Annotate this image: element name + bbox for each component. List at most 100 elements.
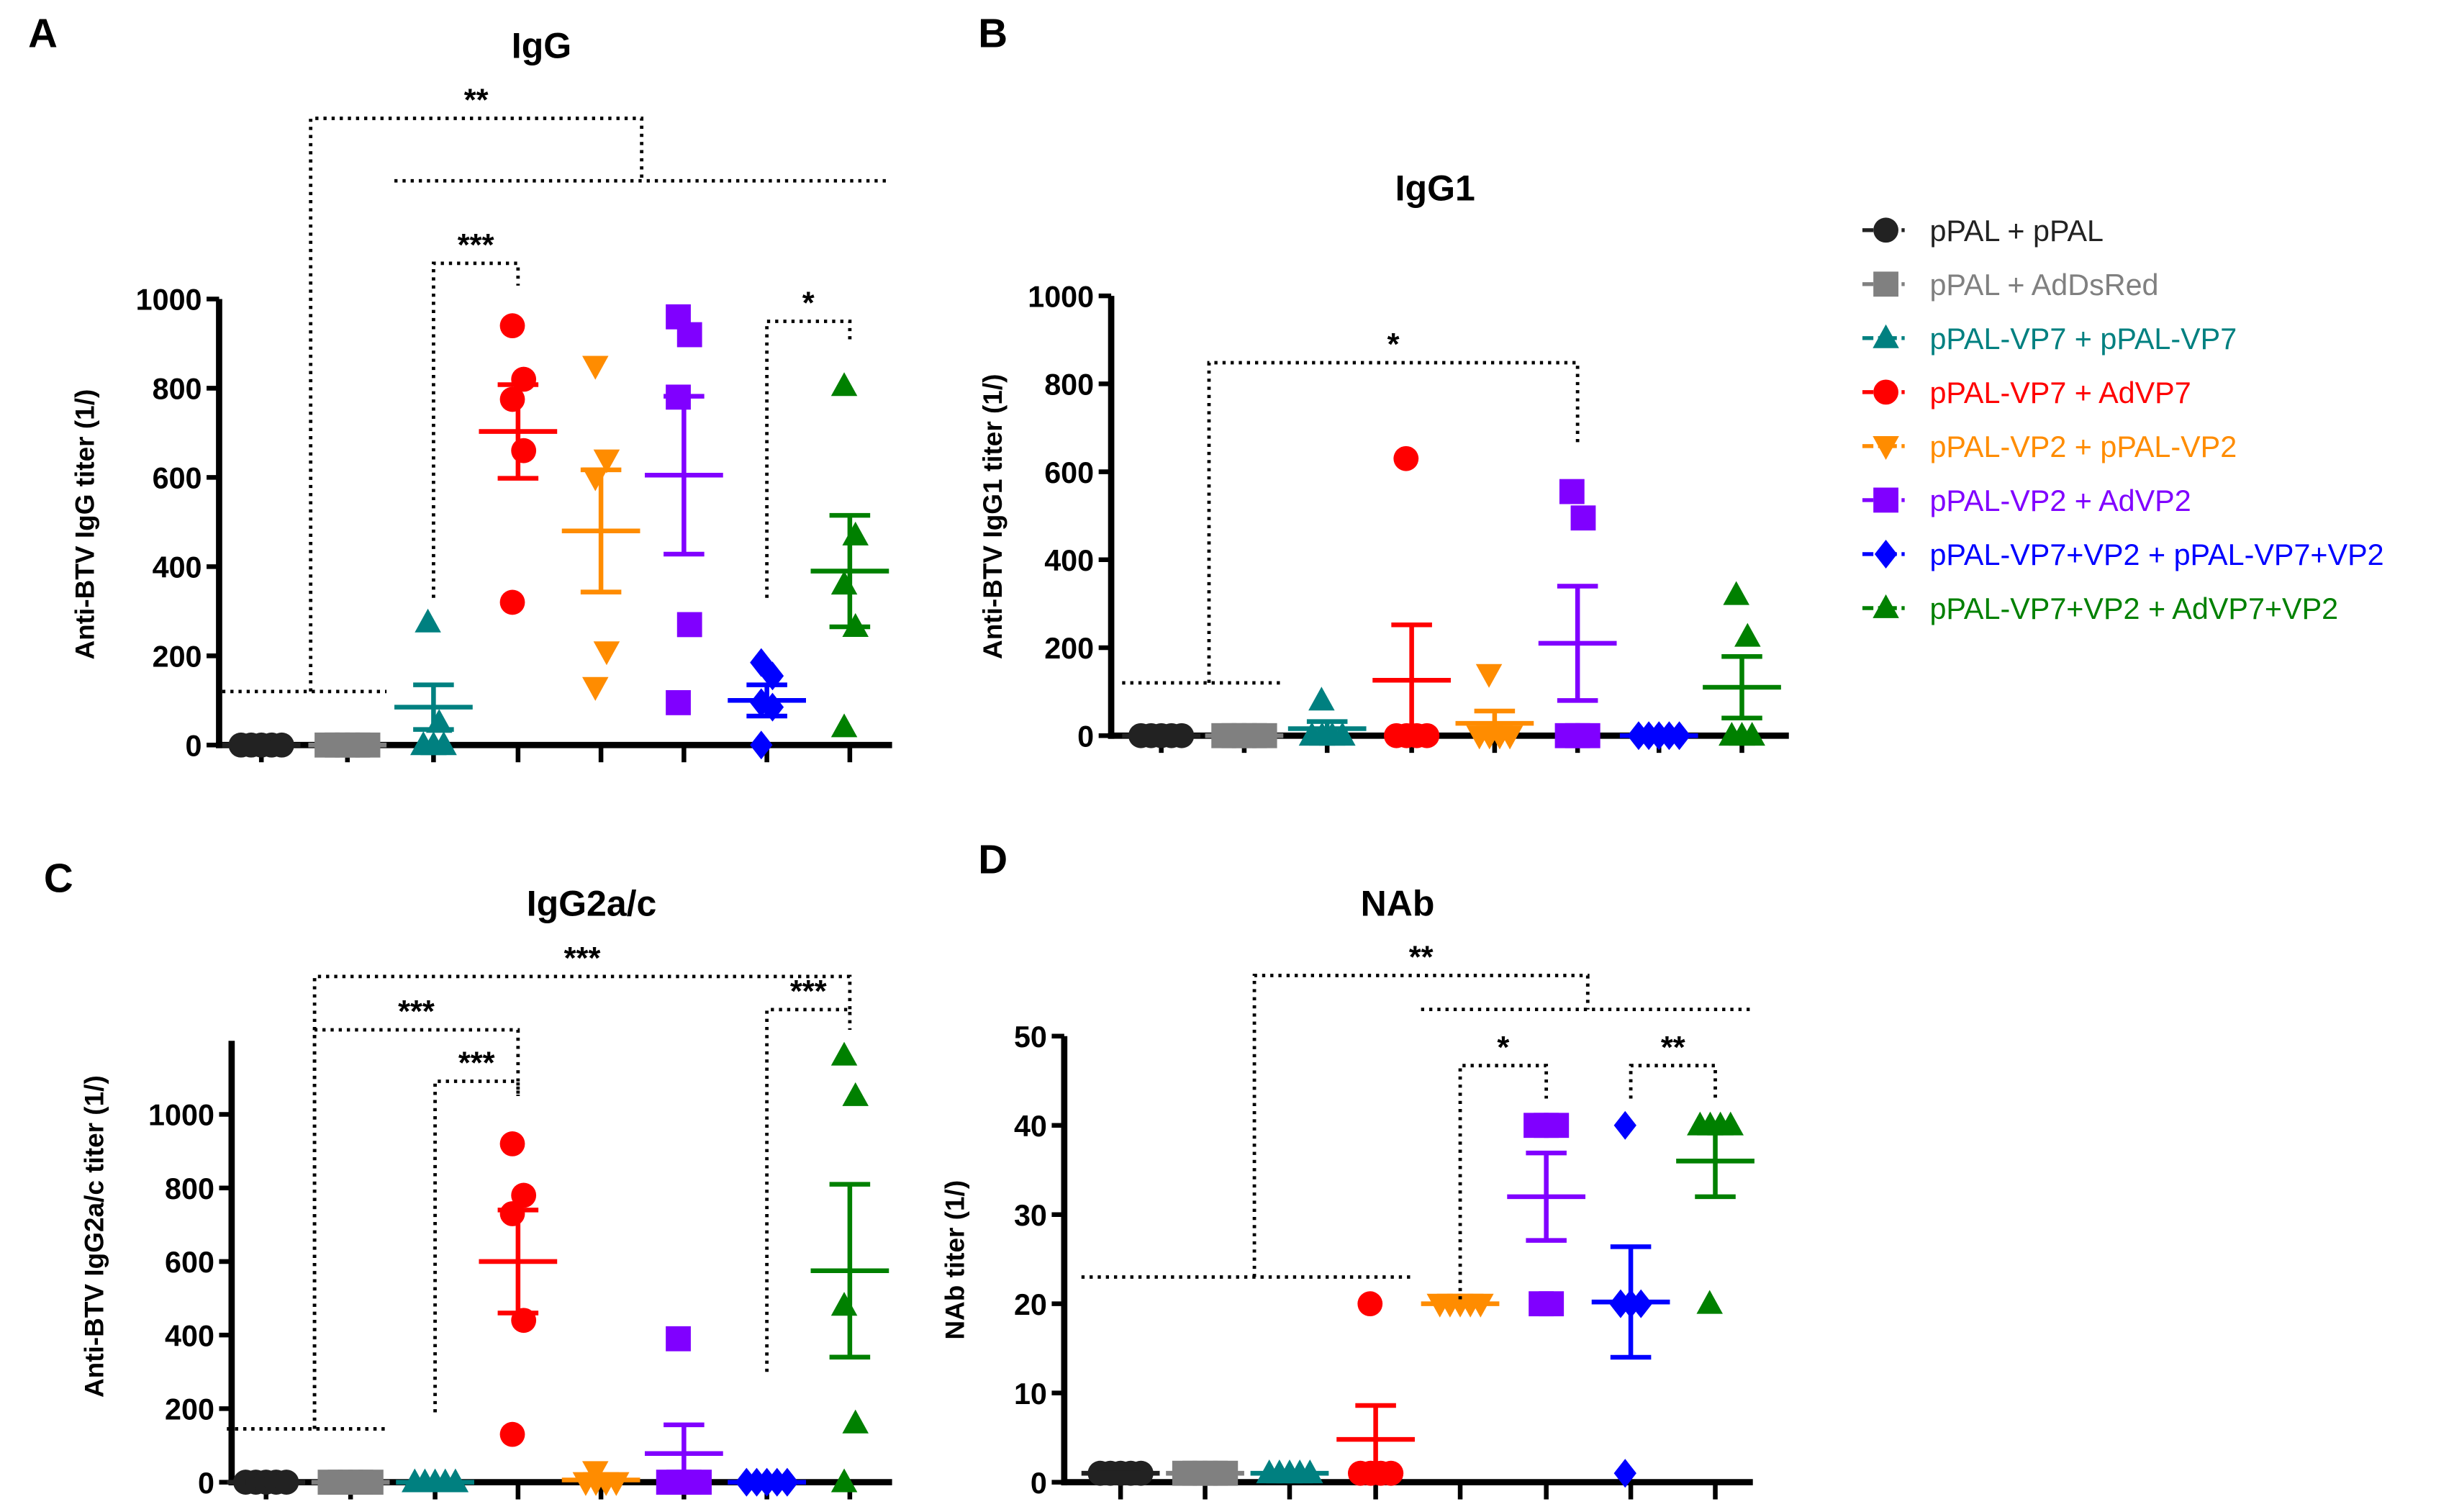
group-4 bbox=[479, 1131, 558, 1447]
chart-title: IgG bbox=[512, 26, 571, 66]
point-triangle-down bbox=[1873, 435, 1899, 461]
point-triangle-up bbox=[830, 1292, 858, 1316]
bracket-line bbox=[432, 261, 520, 598]
legend-item: pPAL + pPAL bbox=[1862, 214, 2104, 248]
group-3 bbox=[1287, 687, 1367, 746]
significance-label: ** bbox=[1409, 941, 1434, 975]
significance-bracket: ** bbox=[1629, 1031, 1717, 1099]
group-5 bbox=[561, 356, 640, 701]
y-tick-label: 1000 bbox=[136, 284, 202, 317]
point-square bbox=[1873, 487, 1898, 513]
group-3 bbox=[394, 608, 473, 756]
y-tick-label: 10 bbox=[1014, 1377, 1047, 1411]
significance-bracket: ** bbox=[222, 83, 889, 694]
legend-label: pPAL-VP7 + pPAL-VP7 bbox=[1929, 322, 2237, 356]
significance-bracket: * bbox=[1122, 327, 1580, 685]
y-axis-label: Anti-BTV IgG2a/c titer (1/) bbox=[80, 1075, 109, 1398]
significance-bracket: *** bbox=[765, 974, 852, 1372]
bracket-line bbox=[312, 1028, 520, 1429]
bracket-line bbox=[309, 117, 644, 692]
group-7 bbox=[1619, 721, 1698, 751]
point-triangle-up bbox=[415, 608, 441, 633]
group-4 bbox=[1372, 445, 1451, 748]
significance-bracket: * bbox=[765, 286, 852, 598]
significance-label: * bbox=[1387, 327, 1400, 362]
point-triangle-up bbox=[830, 571, 858, 595]
legend-item: pPAL-VP2 + pPAL-VP2 bbox=[1862, 430, 2237, 463]
group-5 bbox=[1455, 664, 1534, 750]
point-square bbox=[676, 612, 702, 638]
significance-label: ** bbox=[1661, 1031, 1685, 1065]
legend-item: pPAL-VP7+VP2 + pPAL-VP7+VP2 bbox=[1862, 538, 2384, 571]
legend-item: pPAL-VP7 + AdVP7 bbox=[1862, 376, 2191, 409]
point-circle bbox=[499, 1421, 525, 1447]
point-triangle-up bbox=[830, 1468, 858, 1493]
point-triangle-up bbox=[1734, 623, 1761, 647]
point-diamond bbox=[1874, 539, 1898, 569]
y-tick-label: 200 bbox=[1044, 632, 1094, 665]
point-square bbox=[666, 689, 691, 715]
significance-bracket: *** bbox=[432, 228, 520, 598]
point-diamond bbox=[1613, 1110, 1636, 1140]
bracket-line bbox=[1252, 974, 1590, 1277]
group-8 bbox=[810, 372, 889, 738]
point-triangle-up bbox=[1739, 722, 1765, 746]
group-6 bbox=[1507, 1113, 1586, 1317]
panel-letter: B bbox=[978, 10, 1008, 55]
point-square bbox=[1544, 1113, 1570, 1138]
group-1 bbox=[1081, 1460, 1160, 1486]
legend-item: pPAL-VP7+VP2 + AdVP7+VP2 bbox=[1862, 592, 2338, 625]
y-tick-label: 40 bbox=[1014, 1110, 1047, 1143]
point-circle bbox=[1393, 445, 1419, 471]
point-circle bbox=[1873, 217, 1898, 243]
legend-label: pPAL-VP7 + AdVP7 bbox=[1929, 376, 2191, 409]
y-tick-label: 600 bbox=[1044, 456, 1094, 489]
group-1 bbox=[222, 732, 301, 758]
bracket-line bbox=[1629, 1064, 1717, 1099]
point-triangle-down bbox=[593, 641, 620, 666]
point-triangle-up bbox=[842, 1409, 869, 1434]
significance-label: * bbox=[1497, 1031, 1509, 1065]
point-triangle-up bbox=[830, 1041, 858, 1066]
legend-label: pPAL-VP7+VP2 + pPAL-VP7+VP2 bbox=[1929, 538, 2383, 571]
panel-C: C IgG2a/c Anti-BTV IgG2a/c titer (1/) 0 200 4… bbox=[44, 856, 892, 1500]
point-triangle-up bbox=[1308, 687, 1335, 711]
point-circle bbox=[499, 589, 525, 615]
group-2 bbox=[1205, 723, 1284, 748]
point-triangle-down bbox=[1475, 664, 1503, 688]
point-triangle-up bbox=[842, 1082, 869, 1106]
y-tick-label: 30 bbox=[1014, 1199, 1047, 1232]
y-axis-label: NAb titer (1/) bbox=[941, 1180, 970, 1340]
legend-label: pPAL + AdDsRed bbox=[1929, 268, 2158, 302]
point-triangle-up bbox=[1723, 581, 1749, 605]
point-triangle-up bbox=[1873, 324, 1899, 348]
group-7 bbox=[728, 648, 806, 760]
point-square bbox=[676, 322, 702, 348]
significance-label: *** bbox=[790, 974, 827, 1009]
point-triangle-down bbox=[593, 449, 620, 474]
legend-label: pPAL-VP2 + pPAL-VP2 bbox=[1929, 430, 2237, 463]
point-circle bbox=[499, 1201, 525, 1226]
legend-label: pPAL-VP2 + AdVP2 bbox=[1929, 484, 2191, 517]
y-tick-label: 0 bbox=[1031, 1467, 1047, 1500]
group-2 bbox=[1166, 1460, 1244, 1486]
significance-label: *** bbox=[564, 941, 601, 976]
point-triangle-down bbox=[582, 676, 609, 701]
panel-A: A IgG Anti-BTV IgG titer (1/) 0 200 400 600 800… bbox=[28, 10, 892, 763]
legend-label: pPAL + pPAL bbox=[1929, 214, 2104, 248]
y-tick-label: 800 bbox=[165, 1172, 214, 1205]
y-tick-label: 600 bbox=[165, 1246, 214, 1279]
bracket-line bbox=[1458, 1064, 1549, 1300]
y-tick-label: 0 bbox=[186, 729, 202, 762]
point-triangle-up bbox=[842, 521, 869, 546]
point-square bbox=[1539, 1291, 1565, 1317]
group-4 bbox=[479, 313, 558, 615]
y-tick-label: 400 bbox=[153, 551, 202, 584]
bracket-line bbox=[433, 1079, 520, 1413]
point-circle bbox=[499, 386, 525, 412]
group-7 bbox=[1591, 1110, 1670, 1488]
significance-label: *** bbox=[458, 228, 494, 263]
point-diamond bbox=[1613, 1459, 1636, 1488]
group-4 bbox=[1336, 1291, 1415, 1486]
group-5 bbox=[561, 1461, 640, 1496]
